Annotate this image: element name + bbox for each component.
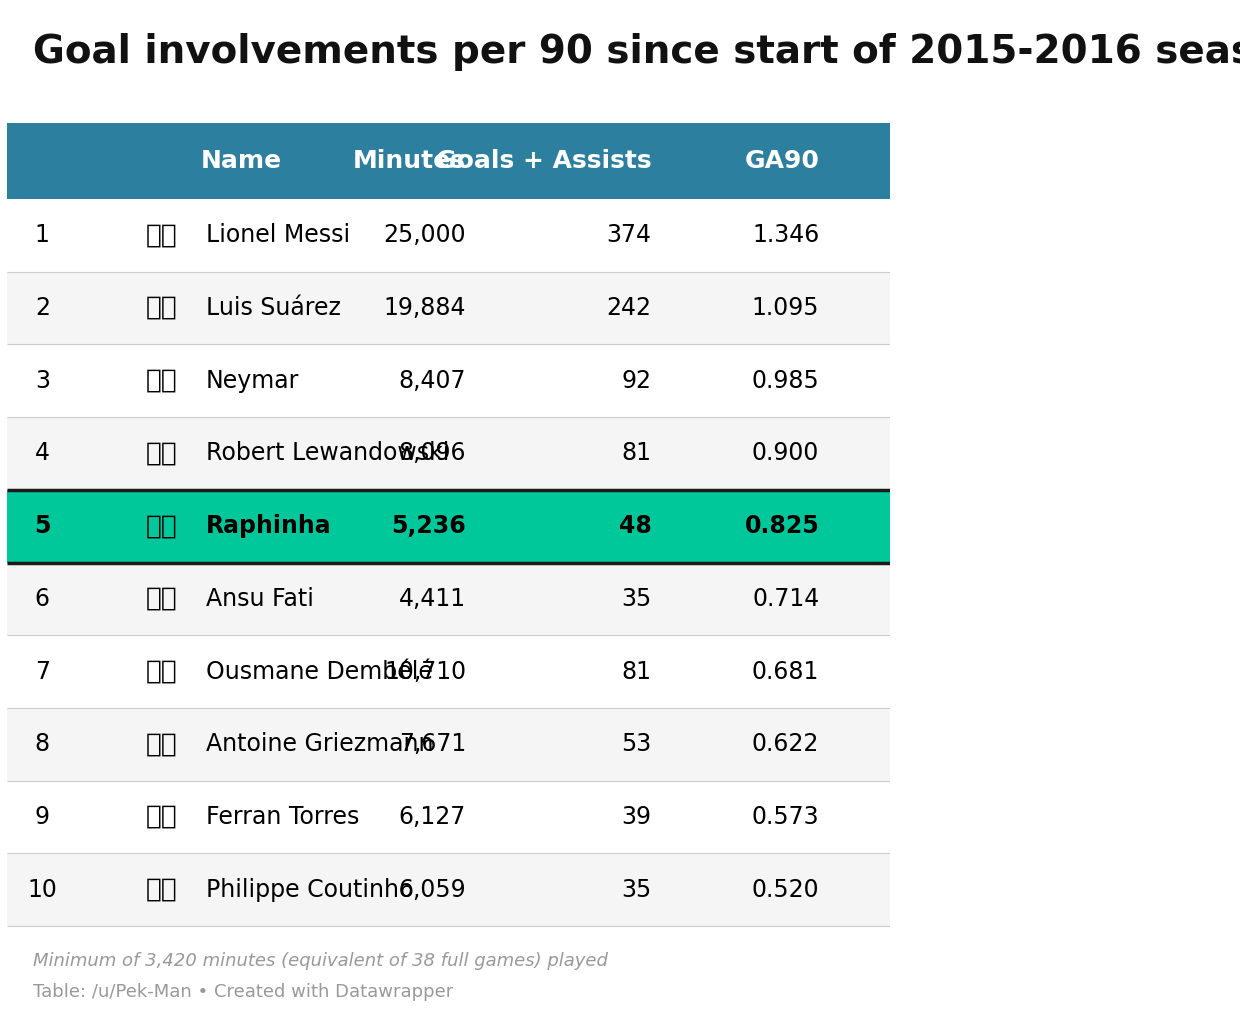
Text: 🇫🇷: 🇫🇷 [145,731,177,758]
Text: 39: 39 [621,805,651,829]
Text: 1: 1 [35,223,50,247]
Text: 35: 35 [621,587,651,611]
Text: 0.573: 0.573 [751,805,820,829]
Text: 48: 48 [619,514,651,539]
Text: 1.095: 1.095 [751,296,820,319]
Text: 🇵🇱: 🇵🇱 [145,440,177,466]
Text: 7: 7 [35,659,50,684]
Text: Ferran Torres: Ferran Torres [206,805,360,829]
Text: 0.681: 0.681 [751,659,820,684]
FancyBboxPatch shape [7,489,890,562]
Text: 🇫🇷: 🇫🇷 [145,658,177,685]
Text: 🇺🇾: 🇺🇾 [145,295,177,321]
Text: 10: 10 [27,878,57,902]
FancyBboxPatch shape [7,417,890,489]
Text: 🇧🇷: 🇧🇷 [145,513,177,540]
Text: 242: 242 [606,296,651,319]
Text: 374: 374 [606,223,651,247]
Text: 🇧🇷: 🇧🇷 [145,368,177,393]
Text: 81: 81 [621,441,651,466]
Text: 81: 81 [621,659,651,684]
Text: 53: 53 [621,732,651,757]
Text: Goal involvements per 90 since start of 2015-2016 season: Goal involvements per 90 since start of … [33,34,1240,72]
Text: 🇧🇷: 🇧🇷 [145,877,177,903]
Text: 2: 2 [35,296,50,319]
Text: Goals + Assists: Goals + Assists [436,148,651,173]
Text: 0.825: 0.825 [744,514,820,539]
Text: 35: 35 [621,878,651,902]
FancyBboxPatch shape [7,199,890,271]
FancyBboxPatch shape [7,635,890,708]
FancyBboxPatch shape [7,344,890,417]
Text: 19,884: 19,884 [383,296,466,319]
FancyBboxPatch shape [7,708,890,780]
Text: 0.900: 0.900 [751,441,820,466]
Text: 0.520: 0.520 [751,878,820,902]
Text: 92: 92 [621,369,651,392]
Text: 25,000: 25,000 [383,223,466,247]
Text: Lionel Messi: Lionel Messi [206,223,350,247]
Text: Minutes: Minutes [353,148,466,173]
Text: 5: 5 [33,514,51,539]
Text: 9: 9 [35,805,50,829]
Text: 5,236: 5,236 [392,514,466,539]
Text: Ansu Fati: Ansu Fati [206,587,314,611]
Text: 6,127: 6,127 [399,805,466,829]
Text: Antoine Griezmann: Antoine Griezmann [206,732,433,757]
Text: 8,096: 8,096 [398,441,466,466]
Text: 8,407: 8,407 [398,369,466,392]
Text: Luis Suárez: Luis Suárez [206,296,341,319]
FancyBboxPatch shape [7,123,890,199]
Text: 🇪🇸: 🇪🇸 [145,586,177,612]
Text: 1.346: 1.346 [753,223,820,247]
FancyBboxPatch shape [7,562,890,635]
FancyBboxPatch shape [7,271,890,344]
Text: 10,710: 10,710 [384,659,466,684]
Text: 3: 3 [35,369,50,392]
Text: 0.714: 0.714 [753,587,820,611]
Text: Name: Name [201,148,283,173]
FancyBboxPatch shape [7,780,890,853]
Text: 6,059: 6,059 [398,878,466,902]
Text: GA90: GA90 [744,148,820,173]
Text: Ousmane Dembélé: Ousmane Dembélé [206,659,433,684]
Text: Raphinha: Raphinha [206,514,331,539]
Text: 0.622: 0.622 [751,732,820,757]
Text: 4: 4 [35,441,50,466]
Text: Minimum of 3,420 minutes (equivalent of 38 full games) played: Minimum of 3,420 minutes (equivalent of … [33,952,609,971]
Text: 🇪🇸: 🇪🇸 [145,804,177,830]
Text: Robert Lewandowski: Robert Lewandowski [206,441,449,466]
Text: Neymar: Neymar [206,369,299,392]
Text: Table: /u/Pek-Man • Created with Datawrapper: Table: /u/Pek-Man • Created with Datawra… [33,983,454,1000]
Text: 6: 6 [35,587,50,611]
Text: 4,411: 4,411 [399,587,466,611]
Text: Philippe Coutinho: Philippe Coutinho [206,878,413,902]
Text: 8: 8 [35,732,50,757]
FancyBboxPatch shape [7,853,890,926]
Text: 7,671: 7,671 [399,732,466,757]
Text: 0.985: 0.985 [751,369,820,392]
Text: 🇦🇷: 🇦🇷 [145,222,177,248]
